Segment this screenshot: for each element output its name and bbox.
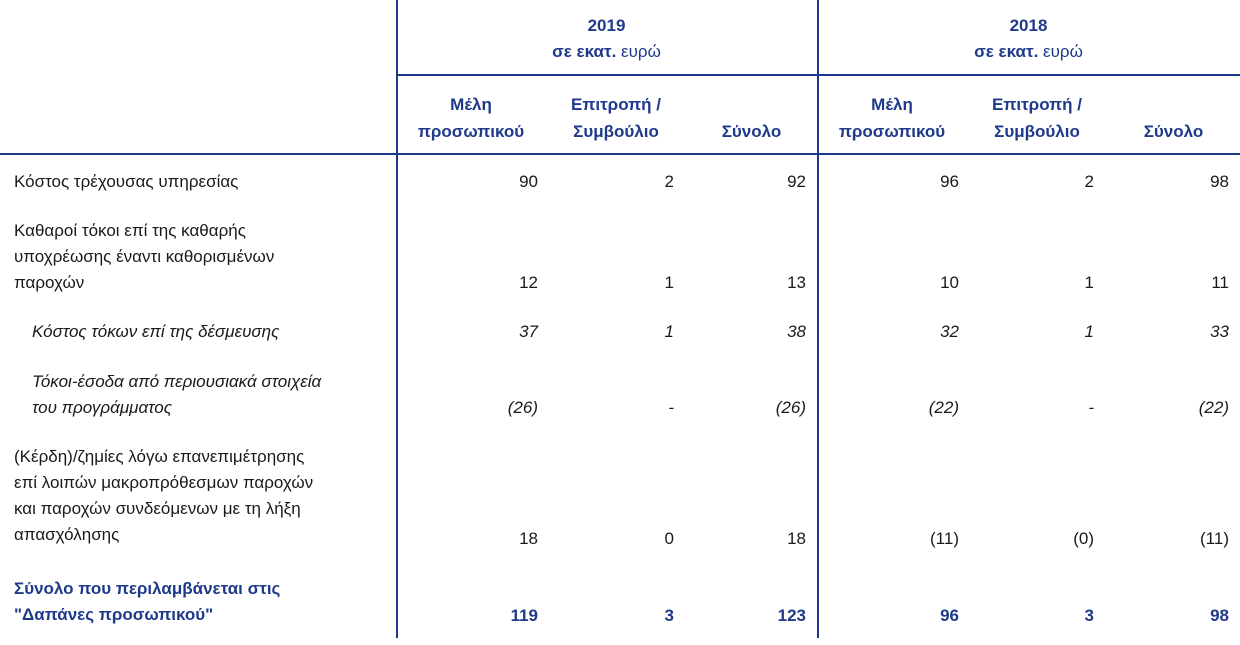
col-header-board: Επιτροπή / Συμβούλιο (992, 95, 1082, 141)
cell-value-total: 119 (510, 606, 538, 625)
cell-value-total: 96 (940, 606, 959, 625)
year-label: 2019 (587, 16, 626, 35)
cell-value: 1 (664, 273, 674, 292)
col-header-staff: Μέλη προσωπικού (417, 95, 525, 141)
cell-value: 0 (664, 529, 674, 548)
cell-value: 1 (664, 322, 674, 341)
cell-value: (22) (1198, 398, 1229, 417)
cell-value: 37 (519, 322, 538, 341)
cell-value: - (668, 398, 674, 417)
divider-label-column (396, 0, 398, 638)
cell-value: - (1088, 398, 1094, 417)
col-header-board: Επιτροπή / Συμβούλιο (571, 95, 661, 141)
divider-year-header (396, 74, 1240, 76)
year-label: 2018 (1009, 16, 1048, 35)
unit-label: σε εκατ. ευρώ (552, 42, 661, 61)
cell-value: 1 (1084, 322, 1094, 341)
row-label-total: Σύνολο που περιλαμβάνεται στις "Δαπάνες π… (14, 579, 281, 624)
cell-value: (0) (1073, 529, 1094, 548)
col-header-total: Σύνολο (721, 122, 782, 141)
cell-value: 1 (1084, 273, 1094, 292)
divider-column-header (0, 153, 1240, 155)
cell-value-total: 3 (1084, 606, 1094, 625)
cell-value: 11 (1211, 273, 1229, 292)
cell-value: 90 (519, 172, 538, 191)
cell-value: (11) (930, 529, 959, 548)
row-label-net-interest: Καθαροί τόκοι επί της καθαρής υποχρέωσης … (14, 221, 275, 292)
cell-value-total: 98 (1210, 606, 1229, 625)
divider-year-columns (817, 0, 819, 638)
row-label-interest-cost: Κόστος τόκων επί της δέσμευσης (32, 322, 280, 341)
row-label-current-service-cost: Κόστος τρέχουσας υπηρεσίας (14, 172, 239, 191)
col-header-total: Σύνολο (1143, 122, 1204, 141)
cell-value: 38 (787, 322, 806, 341)
row-label-interest-income: Τόκοι-έσοδα από περιουσιακά στοιχεία του … (32, 372, 322, 417)
cell-value: (26) (507, 398, 538, 417)
cell-value: (22) (928, 398, 959, 417)
cell-value: 12 (519, 273, 538, 292)
cell-value: 96 (940, 172, 959, 191)
row-label-remeasurement: (Κέρδη)/ζημίες λόγω επανεπιμέτρησης επί λ… (14, 447, 314, 544)
cell-value: 32 (940, 322, 959, 341)
cell-value: (11) (1200, 529, 1229, 548)
cell-value: 10 (940, 273, 959, 292)
cell-value-total: 3 (664, 606, 674, 625)
unit-label: σε εκατ. ευρώ (974, 42, 1083, 61)
cell-value-total: 123 (777, 606, 806, 625)
year-header-2018: 2018 σε εκατ. ευρώ (817, 13, 1240, 65)
col-header-staff: Μέλη προσωπικού (838, 95, 946, 141)
cell-value: 18 (519, 529, 538, 548)
cell-value: 98 (1210, 172, 1229, 191)
cell-value: 92 (787, 172, 806, 191)
cell-value: 18 (787, 529, 806, 548)
year-header-2019: 2019 σε εκατ. ευρώ (396, 13, 817, 65)
cell-value: 33 (1210, 322, 1229, 341)
cell-value: 2 (664, 172, 674, 191)
cell-value: 13 (787, 273, 806, 292)
cell-value: (26) (775, 398, 806, 417)
cell-value: 2 (1084, 172, 1094, 191)
